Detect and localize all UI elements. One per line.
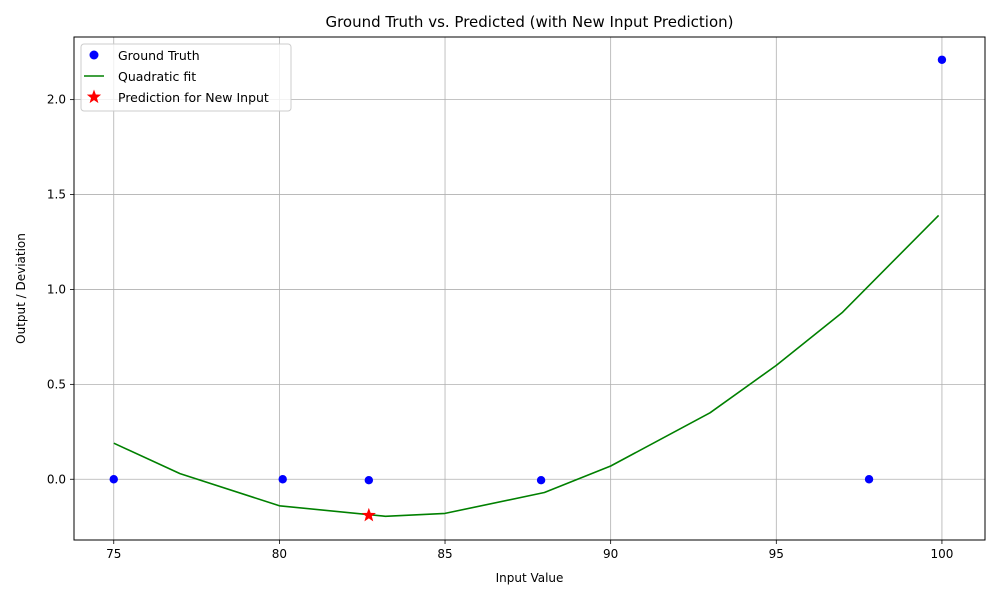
prediction-star	[361, 507, 376, 522]
ground-truth-point	[278, 475, 287, 484]
ground-truth-point	[937, 55, 947, 64]
ground-truth-point	[864, 475, 874, 484]
legend-frame	[80, 43, 292, 112]
chart-title: Ground Truth vs. Predicted (with New Inp…	[325, 13, 733, 31]
y-tick-label: 1.5	[47, 188, 66, 202]
x-tick-label: 100	[930, 547, 953, 561]
legend-label-quadratic-fit: Quadratic fit	[118, 69, 196, 84]
x-tick-label: 95	[769, 547, 784, 561]
y-tick-label: 1.0	[47, 282, 66, 296]
legend-marker-prediction	[86, 89, 102, 104]
x-tick-label: 75	[106, 547, 121, 561]
legend-label-prediction: Prediction for New Input	[118, 90, 269, 105]
legend-label-ground-truth: Ground Truth	[118, 48, 200, 63]
legend-star-icon	[86, 89, 102, 104]
y-axis-label: Output / Deviation	[14, 233, 28, 344]
legend: Ground Truth Quadratic fit Prediction fo…	[80, 43, 292, 112]
x-tick-label: 90	[603, 547, 618, 561]
x-tick-label: 85	[437, 547, 452, 561]
legend-marker-ground-truth	[89, 50, 99, 60]
ground-truth-point	[364, 476, 374, 485]
axis-ticks: 75 80 85 90 95 100 0.0 0.5 1.0 1.5 2.0	[47, 93, 953, 561]
x-tick-label: 80	[272, 547, 287, 561]
grid	[74, 37, 985, 540]
series-layer	[109, 55, 947, 522]
ground-truth-point	[536, 476, 546, 485]
quadratic-fit-line	[113, 214, 940, 518]
y-tick-label: 0.5	[47, 377, 66, 391]
y-tick-label: 0.0	[47, 472, 66, 486]
ground-truth-point	[109, 475, 118, 484]
y-tick-label: 2.0	[47, 93, 66, 107]
x-axis-label: Input Value	[496, 571, 564, 585]
plot-frame	[73, 36, 986, 541]
plot-area	[74, 37, 985, 540]
